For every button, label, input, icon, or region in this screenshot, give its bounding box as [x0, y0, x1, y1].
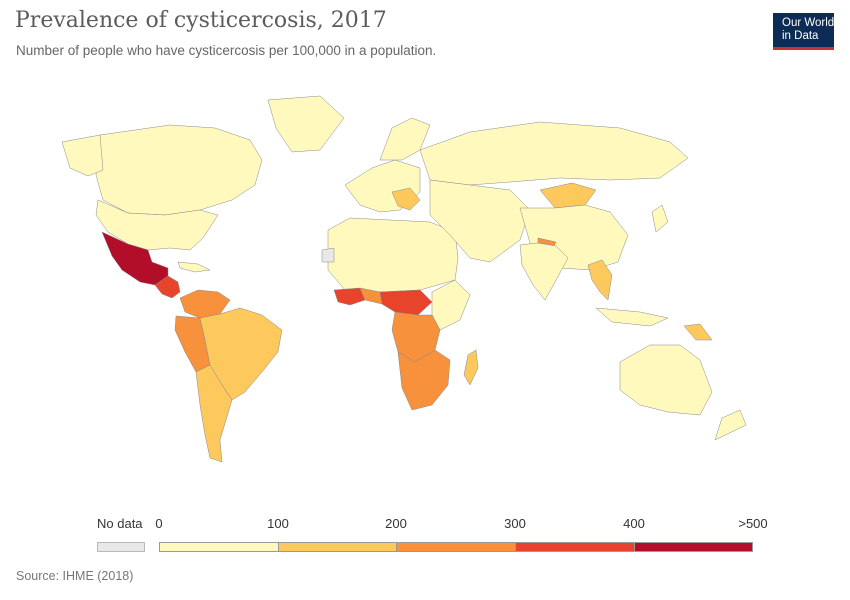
country-argentina-chile[interactable] — [195, 364, 233, 463]
page-subtitle: Number of people who have cysticercosis … — [16, 43, 437, 58]
world-map — [0, 80, 850, 520]
country-nigeria-cameroon-car[interactable] — [379, 289, 433, 316]
country-west-africa[interactable] — [333, 287, 366, 306]
source-note: Source: IHME (2018) — [16, 569, 134, 583]
country-southeast-asia[interactable] — [587, 259, 613, 301]
country-east-africa[interactable] — [431, 279, 471, 331]
legend-tick-500-plus: >500 — [738, 516, 768, 531]
country-southern-africa[interactable] — [397, 349, 451, 411]
country-russia[interactable] — [419, 121, 689, 186]
legend-tick-100: 100 — [267, 516, 289, 531]
legend-no-data-label: No data — [97, 516, 143, 531]
legend-bin-100-200[interactable] — [278, 542, 396, 552]
logo-line-2: in Data — [782, 30, 819, 42]
country-india[interactable] — [519, 242, 569, 301]
legend-tick-400: 400 — [623, 516, 645, 531]
legend-no-data-swatch[interactable] — [97, 542, 145, 552]
world-map-svg — [61, 95, 747, 463]
country-scandinavia[interactable] — [379, 117, 431, 161]
country-madagascar[interactable] — [463, 349, 479, 386]
legend-bin-200-300[interactable] — [396, 542, 515, 552]
country-middle-east-central-asia[interactable] — [429, 179, 531, 263]
page-title: Prevalence of cysticercosis, 2017 — [15, 8, 387, 33]
legend-tick-300: 300 — [504, 516, 526, 531]
legend-bin-0-100[interactable] — [159, 542, 278, 552]
legend-tick-200: 200 — [385, 516, 407, 531]
country-colombia-venezuela[interactable] — [179, 289, 231, 319]
logo-line-1: Our World — [782, 17, 835, 29]
country-alaska[interactable] — [61, 134, 104, 177]
legend-bin-300-400[interactable] — [515, 542, 634, 552]
country-canada[interactable] — [95, 124, 263, 216]
country-greenland[interactable] — [267, 95, 345, 153]
country-australia[interactable] — [619, 344, 713, 416]
legend-tick-0: 0 — [155, 516, 163, 531]
map-legend: No data 0 100 200 300 400 >500 — [0, 510, 850, 560]
legend-bin-400-500[interactable] — [634, 542, 753, 552]
owid-logo[interactable]: Our World in Data — [773, 13, 834, 50]
country-indonesia[interactable] — [595, 307, 669, 327]
country-caribbean[interactable] — [177, 261, 211, 273]
country-western-sahara[interactable] — [321, 247, 335, 263]
country-usa[interactable] — [95, 199, 219, 251]
country-north-africa[interactable] — [327, 217, 459, 293]
country-balkans[interactable] — [391, 187, 421, 211]
country-new-zealand[interactable] — [714, 409, 747, 441]
country-mongolia[interactable] — [539, 182, 597, 209]
country-papua-new-guinea[interactable] — [683, 323, 713, 341]
country-central-america[interactable] — [154, 275, 181, 299]
country-japan[interactable] — [651, 204, 669, 233]
